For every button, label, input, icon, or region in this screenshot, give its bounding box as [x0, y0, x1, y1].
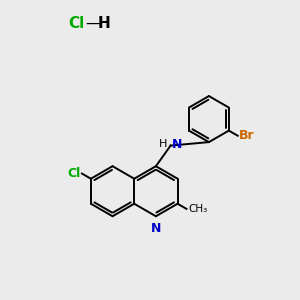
Text: Br: Br: [239, 129, 255, 142]
Text: CH₃: CH₃: [188, 204, 207, 214]
Text: N: N: [151, 221, 161, 235]
Text: Cl: Cl: [67, 167, 80, 180]
Text: Cl: Cl: [68, 16, 85, 31]
Text: H: H: [98, 16, 111, 31]
Text: H: H: [159, 139, 167, 149]
Text: N: N: [172, 138, 182, 151]
Text: —: —: [85, 16, 100, 31]
